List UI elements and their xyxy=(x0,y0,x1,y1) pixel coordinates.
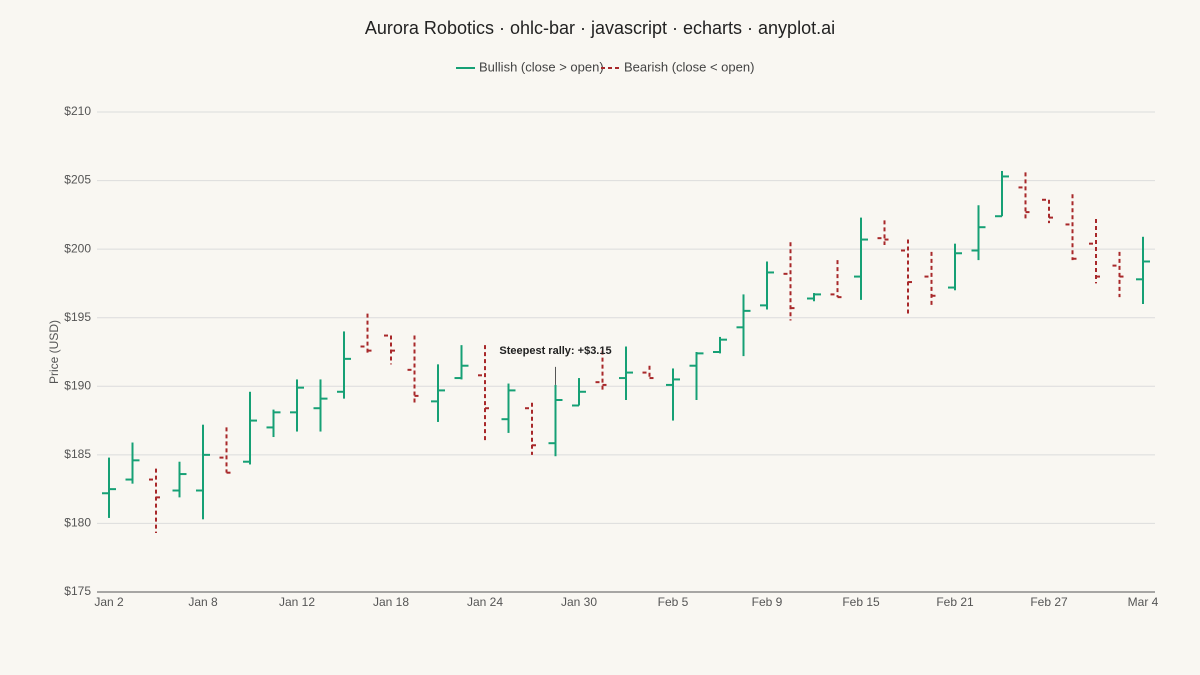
y-tick-label: $175 xyxy=(64,584,91,598)
x-tick-label: Jan 24 xyxy=(467,595,503,609)
x-tick-label: Jan 18 xyxy=(373,595,409,609)
y-tick-label: $200 xyxy=(64,241,91,255)
x-tick-label: Feb 21 xyxy=(936,595,974,609)
x-tick-label: Jan 8 xyxy=(188,595,218,609)
x-tick-label: Feb 15 xyxy=(842,595,880,609)
chart-title: Aurora Robotics · ohlc-bar · javascript … xyxy=(365,18,835,38)
x-tick-label: Feb 9 xyxy=(752,595,783,609)
y-tick-label: $180 xyxy=(64,516,91,530)
y-tick-label: $190 xyxy=(64,378,91,392)
y-axis-title: Price (USD) xyxy=(47,320,61,384)
x-tick-label: Jan 12 xyxy=(279,595,315,609)
x-tick-label: Feb 27 xyxy=(1030,595,1068,609)
y-tick-label: $195 xyxy=(64,310,91,324)
annotation: Steepest rally: +$3.15 xyxy=(499,345,611,357)
x-tick-label: Jan 2 xyxy=(94,595,124,609)
x-tick-label: Feb 5 xyxy=(658,595,689,609)
y-tick-label: $205 xyxy=(64,173,91,187)
y-tick-label: $185 xyxy=(64,447,91,461)
legend-label: Bearish (close < open) xyxy=(624,59,754,74)
legend-label: Bullish (close > open) xyxy=(479,59,604,74)
x-tick-label: Mar 4 xyxy=(1128,595,1159,609)
x-tick-label: Jan 30 xyxy=(561,595,597,609)
y-tick-label: $210 xyxy=(64,104,91,118)
